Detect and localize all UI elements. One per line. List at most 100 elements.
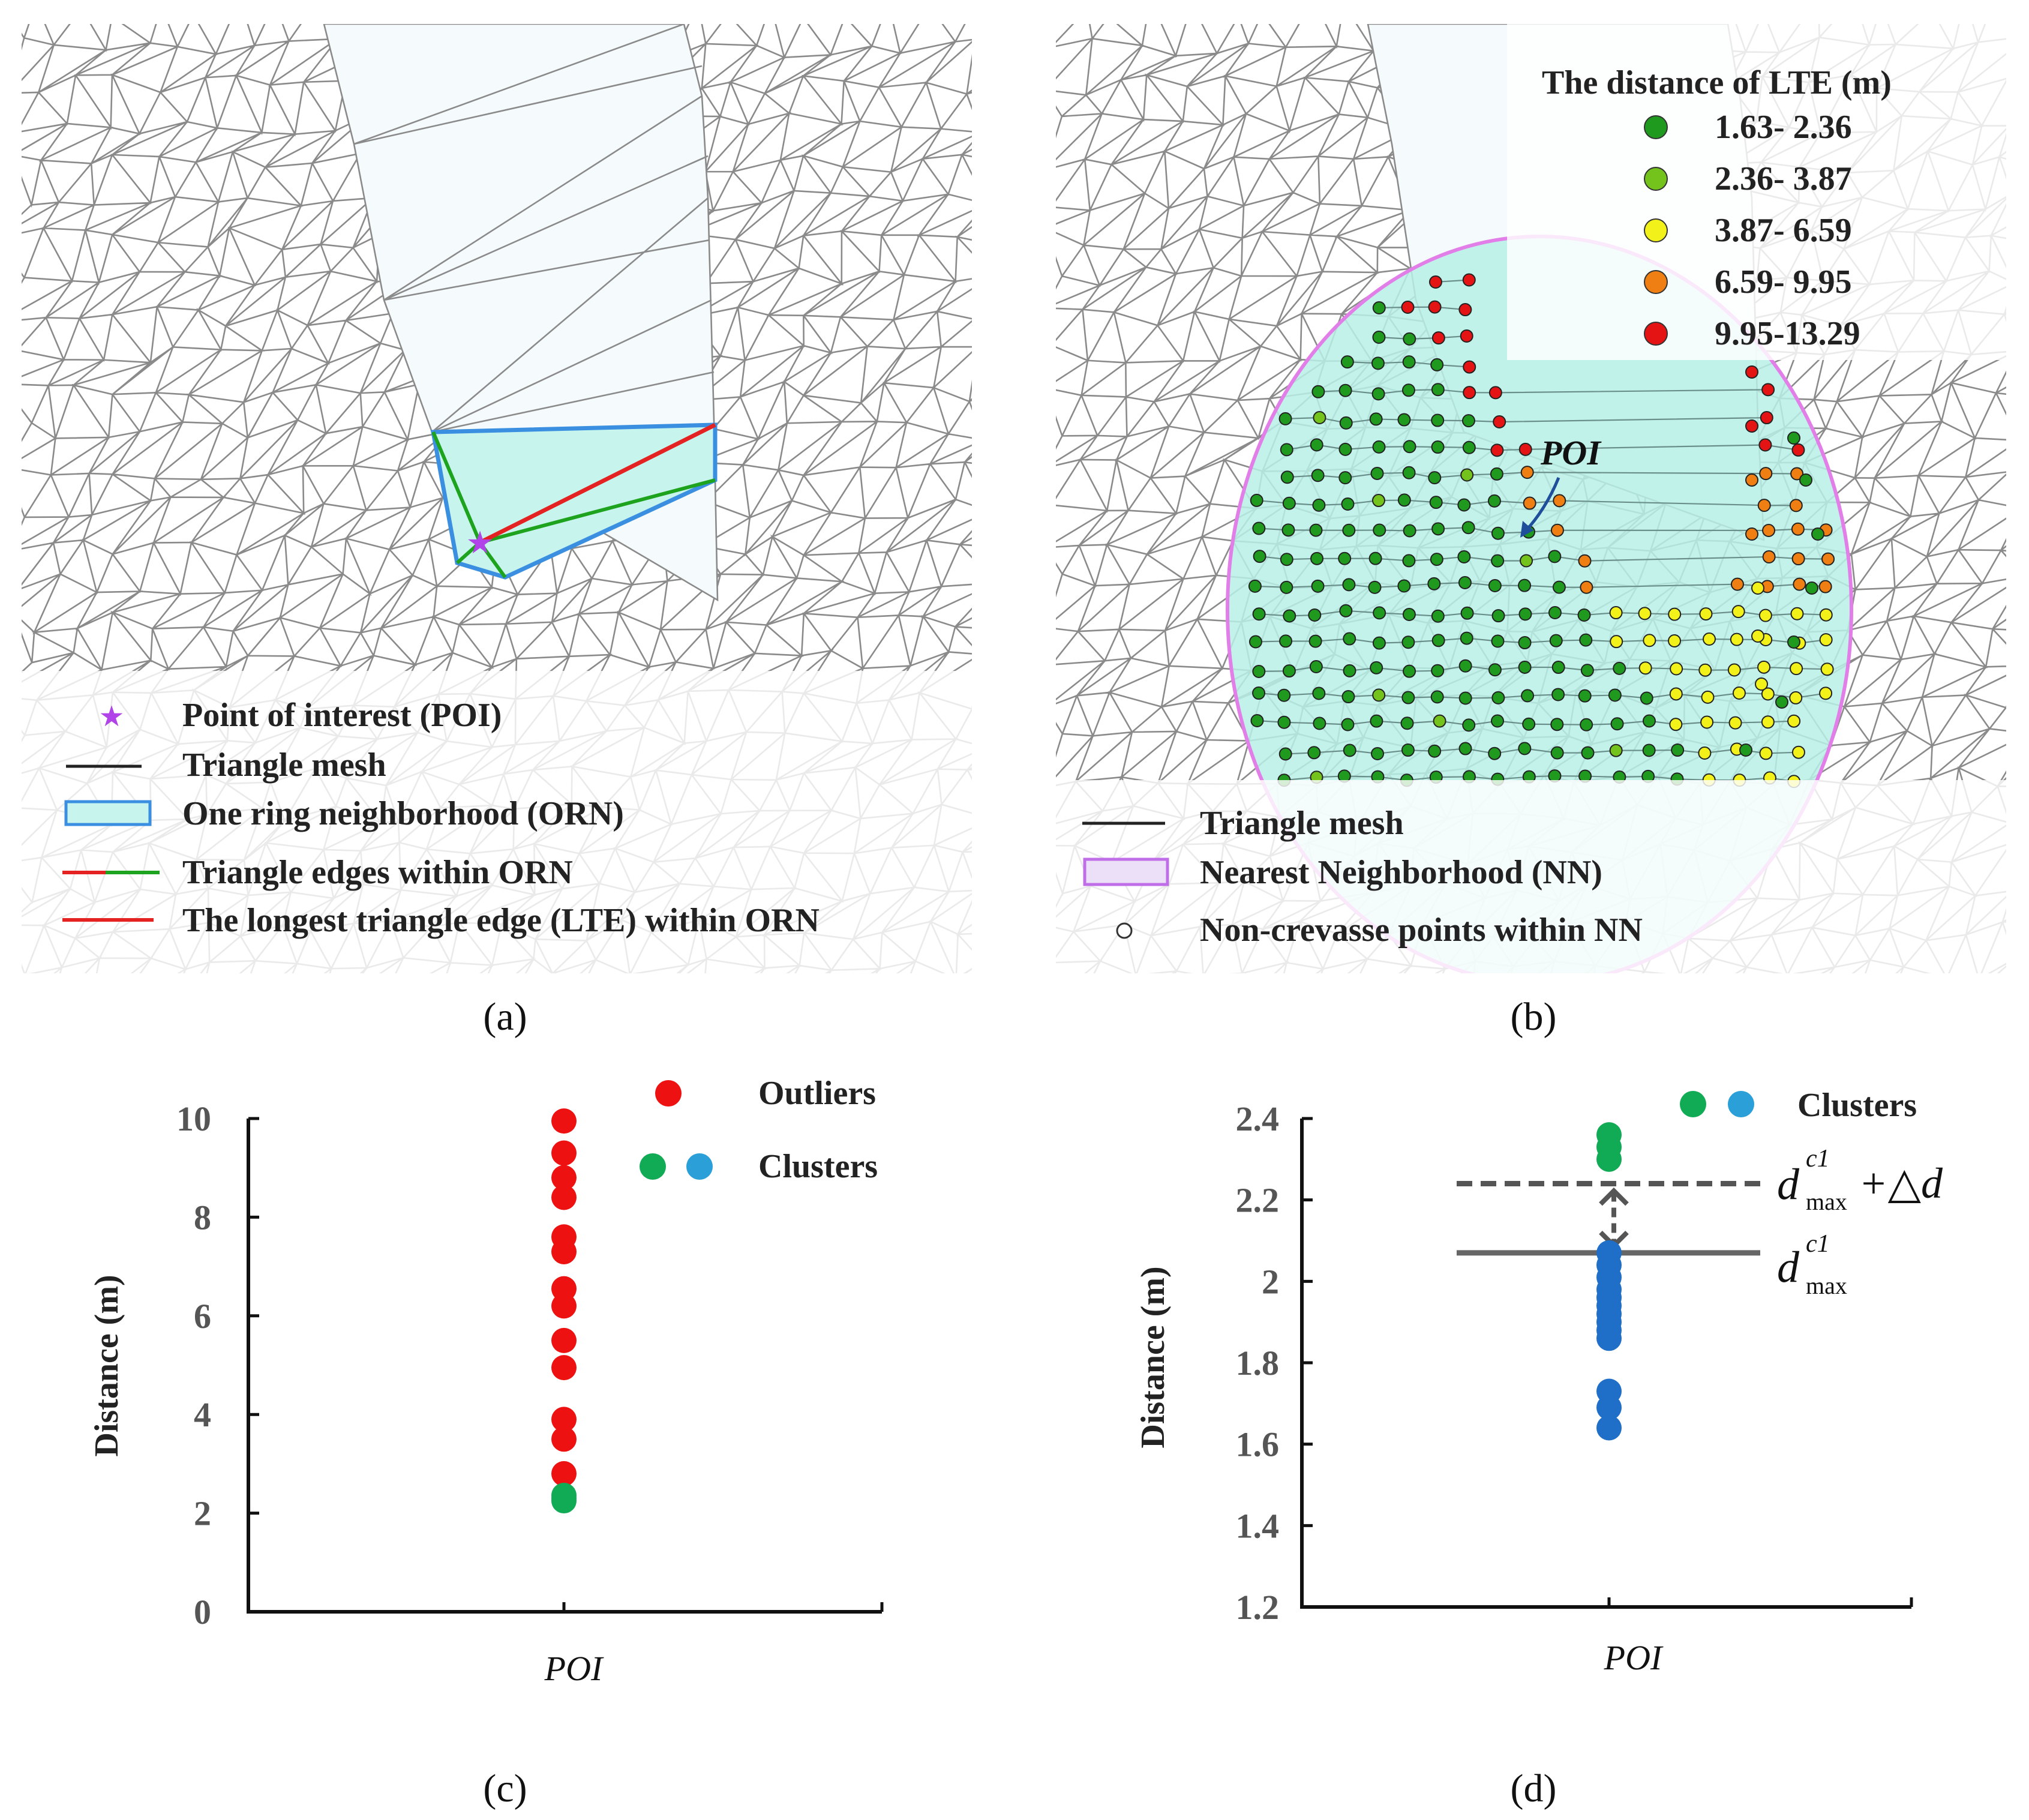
nn-point: [1372, 440, 1386, 454]
nn-point: [1397, 493, 1411, 507]
nn-point: [1402, 466, 1416, 479]
nn-point: [1400, 716, 1414, 730]
nn-point: [1608, 688, 1622, 702]
c-legend-blue-dot: [686, 1153, 713, 1180]
c-y-tick-label: 6: [194, 1297, 211, 1336]
nn-point: [1461, 414, 1475, 428]
d-cluster1-point: [1596, 1415, 1622, 1441]
nn-point: [1732, 686, 1746, 700]
lte-class-5-label: 9.95-13.29: [1715, 315, 1860, 352]
nn-point: [1341, 718, 1355, 731]
panel-a-caption: (a): [483, 995, 527, 1039]
d-y-axis-label: Distance (m): [1134, 1266, 1172, 1448]
nn-point: [1819, 633, 1833, 647]
nn-point: [1342, 578, 1356, 592]
nn-point: [1372, 688, 1386, 702]
nn-point: [1343, 632, 1356, 646]
legend-star-icon: ★: [98, 700, 124, 733]
poi-arrow-head: [1520, 521, 1533, 538]
nn-point: [1310, 551, 1324, 565]
nn-point: [1739, 743, 1752, 757]
nn-point: [1578, 554, 1592, 568]
nn-point: [1431, 609, 1445, 623]
nn-point: [1402, 355, 1416, 369]
nn-point: [1368, 551, 1382, 565]
nn-point: [1518, 578, 1532, 592]
nn-point: [1491, 609, 1505, 623]
c-legend-clusters: Clusters: [758, 1148, 878, 1185]
nn-point: [1460, 606, 1474, 620]
nn-point: [1669, 718, 1683, 731]
nn-point: [1799, 473, 1812, 487]
nn-point: [1761, 687, 1775, 701]
nn-point: [1401, 300, 1415, 314]
nn-point: [1458, 691, 1472, 705]
nn-point: [1252, 664, 1266, 678]
nn-point: [1343, 743, 1356, 757]
dmax-delta-annotation: d c1 max +△d: [1777, 1145, 1943, 1215]
panel-a-legend: ★ Point of interest (POI) Triangle mesh …: [62, 697, 820, 939]
nn-point: [1341, 690, 1355, 704]
nn-point: [1431, 634, 1445, 647]
lte-class-3-label: 3.87- 6.59: [1715, 212, 1852, 249]
nn-point: [1581, 746, 1595, 760]
nn-point: [1372, 301, 1386, 314]
nn-point: [1805, 581, 1818, 595]
nn-point: [1523, 496, 1536, 510]
nn-point: [1461, 521, 1475, 535]
nn-point: [1491, 554, 1505, 568]
nn-point: [1491, 526, 1505, 540]
nn-point: [1252, 521, 1266, 535]
c-outlier-point: [551, 1185, 577, 1210]
nn-point: [1759, 467, 1773, 481]
nn-point: [1518, 742, 1532, 755]
lte-class-2-label: 2.36- 3.87: [1715, 160, 1852, 197]
nn-point: [1433, 714, 1446, 728]
nn-point: [1402, 607, 1416, 621]
nn-point: [1371, 387, 1385, 401]
nn-point: [1462, 718, 1476, 732]
nn-point: [1758, 438, 1772, 452]
nn-point: [1428, 471, 1442, 485]
nn-point: [1793, 577, 1806, 591]
nn-point: [1521, 689, 1535, 703]
nn-point: [1518, 636, 1532, 650]
nn-point: [1343, 664, 1356, 677]
c-outlier-point: [551, 1355, 577, 1381]
nn-point: [1488, 746, 1502, 760]
nn-point: [1371, 746, 1385, 760]
nn-point: [1460, 468, 1474, 482]
lte-class-5-swatch: [1644, 322, 1668, 346]
nn-point: [1490, 714, 1504, 728]
nn-point: [1397, 579, 1411, 593]
nn-point: [1403, 440, 1416, 454]
nn-point: [1457, 550, 1471, 563]
nn-point: [1313, 716, 1326, 730]
nn-point: [1642, 743, 1656, 757]
dmax-delta-sub: max: [1806, 1188, 1847, 1215]
nn-point: [1745, 473, 1758, 487]
lte-class-4-swatch: [1644, 270, 1668, 294]
legend-poi-label: Point of interest (POI): [182, 697, 502, 734]
nn-point: [1761, 715, 1775, 729]
nn-points: [1248, 273, 1835, 788]
nn-point: [1341, 497, 1355, 511]
c-y-axis-label: Distance (m): [88, 1275, 125, 1456]
c-y-tick-label: 10: [176, 1099, 211, 1138]
c-outlier-point: [551, 1461, 577, 1486]
nn-point: [1370, 466, 1384, 480]
panel-d-caption: (d): [1511, 1767, 1557, 1810]
nn-point: [1745, 527, 1758, 541]
nn-point: [1342, 523, 1356, 537]
nn-point: [1312, 498, 1326, 512]
nn-point: [1401, 743, 1415, 757]
nn-point: [1727, 663, 1741, 677]
nn-point: [1787, 431, 1800, 445]
nn-point: [1427, 577, 1441, 590]
nn-point: [1578, 689, 1592, 703]
nn-point: [1397, 413, 1411, 427]
c-outlier-point: [551, 1108, 577, 1134]
nn-point: [1549, 634, 1563, 647]
c-cluster-point: [551, 1488, 577, 1514]
nn-point: [1820, 662, 1834, 676]
